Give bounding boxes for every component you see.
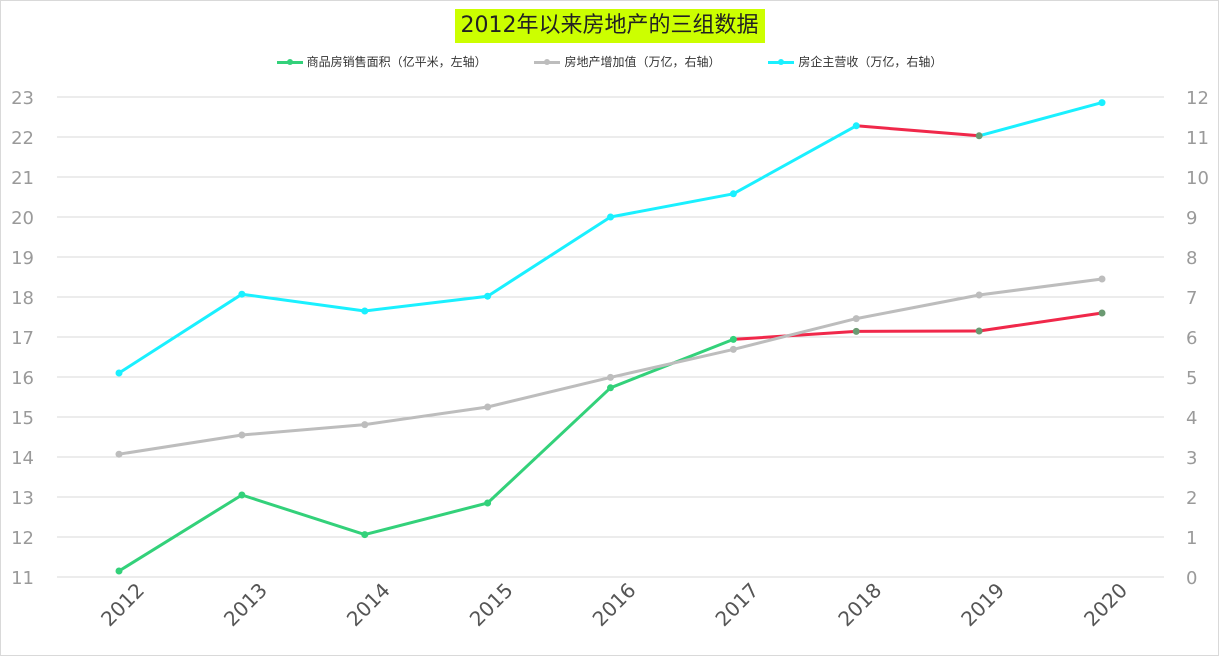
series-line-segment [977,101,1104,138]
series-line-segment [854,293,981,321]
data-point [1098,275,1106,283]
y-right-tick-label: 1 [1186,528,1197,549]
series-line-segment [609,347,735,379]
data-point [729,190,737,198]
y-left-tick-label: 11 [11,568,34,589]
data-point [361,307,369,315]
chart-title: 2012年以来房地产的三组数据 [454,9,765,43]
data-point [607,373,614,381]
x-tick-label: 2019 [956,578,1009,631]
y-right-tick-label: 0 [1186,568,1197,589]
legend-swatch-sales-area [276,57,303,67]
legend-swatch-revenue [768,57,795,67]
x-tick-label: 2015 [465,578,518,631]
data-point [484,292,492,300]
y-right-tick-label: 11 [1186,128,1209,149]
data-point [238,290,246,298]
x-tick-label: 2017 [710,578,763,631]
legend-item-revenue[interactable]: 房企主营收（万亿，右轴） [768,53,942,70]
series-line-segment [363,405,490,427]
x-tick-label: 2020 [1079,578,1132,631]
data-point [115,450,123,458]
data-point [975,327,983,335]
series-line-segment [486,386,612,505]
data-point [115,567,123,575]
y-left-tick-label: 18 [11,288,34,309]
data-point [484,499,492,507]
y-left-tick-label: 21 [11,168,34,189]
y-right-tick-label: 5 [1186,368,1197,389]
y-left-tick-label: 22 [11,128,34,149]
y-right-tick-label: 9 [1186,208,1197,229]
series-line-segment [363,501,490,537]
data-point [852,315,860,323]
data-point [729,335,737,343]
y-left-tick-label: 20 [11,208,34,229]
series-line-segment [977,277,1104,297]
series-line-segment [977,311,1104,333]
y-right-tick-label: 10 [1186,168,1209,189]
data-point [361,531,369,539]
y-right-tick-label: 4 [1186,408,1197,429]
y-left-tick-label: 14 [11,448,34,469]
series-line-segment [731,124,858,196]
series-line-segment [117,433,244,456]
y-right-tick-label: 8 [1186,248,1197,269]
series-line-segment [240,292,367,313]
series-line-segment [731,317,858,351]
y-left-tick-label: 17 [11,328,34,349]
data-point [1098,99,1106,107]
series-line-segment [854,124,981,138]
y-right-tick-label: 3 [1186,448,1197,469]
x-tick-label: 2012 [96,578,149,631]
data-point [238,431,246,439]
x-tick-label: 2018 [833,578,886,631]
series-line-segment [240,493,367,537]
legend-label-value-added: 房地产增加值（万亿，右轴） [564,55,721,69]
data-point [607,213,614,221]
series-line-segment [486,375,612,409]
series-line-segment [240,423,367,437]
data-point [115,369,123,377]
legend-item-value-added[interactable]: 房地产增加值（万亿，右轴） [534,53,721,70]
y-right-tick-label: 7 [1186,288,1197,309]
x-tick-label: 2016 [588,578,641,631]
data-point [852,122,860,130]
y-left-tick-label: 16 [11,368,34,389]
chart-title-wrap: 2012年以来房地产的三组数据 [1,9,1218,43]
legend-label-revenue: 房企主营收（万亿，右轴） [798,55,943,69]
data-point [484,403,492,411]
series-line-segment [117,493,244,573]
data-point [607,384,614,392]
legend-swatch-value-added [534,57,561,67]
x-tick-label: 2013 [219,578,272,631]
y-right-tick-label: 6 [1186,328,1197,349]
data-point [1098,309,1106,317]
y-left-tick-label: 19 [11,248,34,269]
legend-item-sales-area[interactable]: 商品房销售面积（亿平米，左轴） [276,53,487,70]
y-left-tick-label: 15 [11,408,34,429]
x-tick-label: 2014 [342,578,395,631]
y-left-tick-label: 23 [11,88,34,109]
series-line-segment [486,215,612,298]
y-left-tick-label: 13 [11,488,34,509]
series-line-segment [117,292,244,375]
series-line-segment [609,192,735,219]
y-right-tick-label: 2 [1186,488,1197,509]
y-right-tick-label: 12 [1186,88,1209,109]
y-left-tick-label: 12 [11,528,34,549]
data-point [975,291,983,299]
legend-label-sales-area: 商品房销售面积（亿平米，左轴） [306,55,487,69]
data-point [975,132,983,140]
data-point [852,327,860,335]
data-point [361,421,369,429]
data-point [238,491,246,499]
series-line-segment [363,294,490,313]
data-point [729,345,737,353]
legend: 商品房销售面积（亿平米，左轴） 房地产增加值（万亿，右轴） 房企主营收（万亿，右… [1,53,1218,70]
